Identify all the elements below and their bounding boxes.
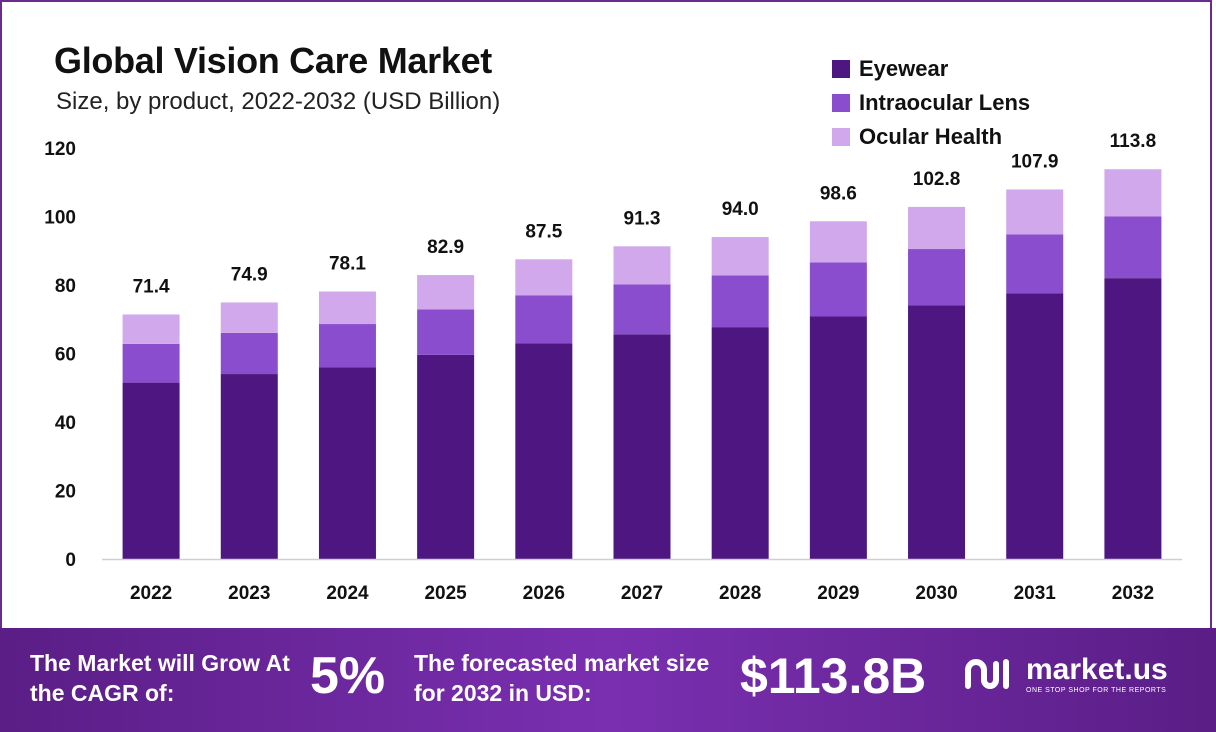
x-tick-label: 2029	[817, 583, 859, 604]
bar-segment-eyewear	[417, 354, 475, 559]
bar-segment-intraocular-lens	[711, 275, 769, 328]
legend-label: Ocular Health	[859, 124, 1003, 149]
x-tick-label: 2027	[621, 583, 663, 604]
y-tick-label: 100	[44, 208, 76, 229]
legend-swatch-intraocular-lens	[832, 94, 850, 112]
bar-segment-eyewear	[122, 382, 180, 559]
bar-segment-ocular-health	[613, 246, 671, 285]
legend-item-eyewear: Eyewear	[832, 52, 1030, 86]
x-tick-label: 2024	[326, 583, 369, 604]
bar-segment-intraocular-lens	[515, 295, 573, 344]
cagr-value: 5%	[310, 647, 386, 705]
y-tick-label: 60	[55, 345, 76, 366]
y-tick-label: 120	[44, 139, 76, 160]
bar-segment-ocular-health	[515, 259, 573, 296]
x-tick-label: 2032	[1112, 583, 1154, 604]
bar-segment-eyewear	[220, 374, 278, 559]
bar-segment-intraocular-lens	[1006, 234, 1064, 294]
y-tick-label: 20	[55, 482, 76, 503]
bar-segment-ocular-health	[1006, 189, 1064, 235]
bar-segment-ocular-health	[122, 314, 180, 344]
bar-segment-eyewear	[318, 367, 376, 559]
bar-segment-intraocular-lens	[122, 343, 180, 383]
bar-segment-ocular-health	[417, 275, 475, 310]
bar-segment-ocular-health	[711, 237, 769, 276]
bar-segment-eyewear	[1006, 293, 1064, 559]
bar-segment-intraocular-lens	[417, 309, 475, 355]
bar-segment-intraocular-lens	[613, 284, 671, 335]
x-tick-label: 2030	[915, 583, 957, 604]
legend-swatch-eyewear	[832, 60, 850, 78]
bar-segment-eyewear	[1104, 278, 1162, 559]
cagr-label: The Market will Grow At the CAGR of:	[30, 650, 290, 706]
legend-swatch-ocular-health	[832, 128, 850, 146]
bar-segment-eyewear	[711, 327, 769, 559]
bar-total-label: 98.6	[820, 183, 857, 204]
brand: market.us ONE STOP SHOP FOR THE REPORTS	[962, 654, 1168, 694]
x-tick-label: 2023	[228, 583, 270, 604]
chart-title: Global Vision Care Market	[54, 40, 492, 81]
legend-item-ocular-health: Ocular Health	[832, 120, 1030, 154]
legend-label: Intraocular Lens	[859, 90, 1031, 115]
legend-label: Eyewear	[859, 56, 949, 81]
x-tick-label: 2022	[130, 583, 172, 604]
bar-segment-intraocular-lens	[908, 249, 966, 306]
bar-segment-ocular-health	[220, 302, 278, 333]
bar-total-label: 102.8	[913, 169, 961, 190]
chart-subtitle: Size, by product, 2022-2032 (USD Billion…	[56, 88, 501, 115]
bar-segment-intraocular-lens	[1104, 216, 1162, 279]
bar-total-label: 82.9	[427, 237, 464, 258]
bar-segment-eyewear	[908, 305, 966, 559]
x-tick-label: 2026	[523, 583, 565, 604]
bar-segment-ocular-health	[809, 221, 867, 263]
stacked-bar-chart: 0 20 40 60 80 100 120 71.4 2022 74.9 2023 78.1 2024 8…	[44, 131, 1182, 604]
y-tick-label: 0	[65, 550, 76, 571]
bar-total-label: 94.0	[722, 199, 759, 220]
bar-total-label: 107.9	[1011, 151, 1059, 172]
bar-segment-ocular-health	[1104, 169, 1162, 217]
bar-total-label: 71.4	[133, 276, 170, 297]
bar-total-label: 78.1	[329, 254, 366, 275]
bar-segment-intraocular-lens	[220, 332, 278, 375]
bar-total-label: 87.5	[525, 221, 562, 242]
brand-text: market.us ONE STOP SHOP FOR THE REPORTS	[1026, 652, 1168, 694]
forecast-value: $113.8B	[740, 648, 927, 704]
legend-item-intraocular-lens: Intraocular Lens	[832, 86, 1030, 120]
bar-segment-eyewear	[809, 316, 867, 559]
bar-total-label: 113.8	[1110, 131, 1157, 152]
bar-total-label: 74.9	[231, 264, 268, 285]
footer-banner: The Market will Grow At the CAGR of: 5% …	[0, 628, 1216, 732]
bar-segment-intraocular-lens	[809, 262, 867, 317]
y-tick-label: 40	[55, 413, 76, 434]
brand-name: market.us	[1026, 652, 1168, 686]
x-tick-label: 2028	[719, 583, 761, 604]
x-tick-label: 2031	[1014, 583, 1057, 604]
bar-segment-eyewear	[515, 343, 573, 559]
y-tick-label: 80	[55, 276, 76, 297]
forecast-label: The forecasted market size for 2032 in U…	[414, 650, 710, 706]
bar-segment-eyewear	[613, 334, 671, 559]
bar-segment-intraocular-lens	[318, 324, 376, 368]
bar-total-label: 91.3	[624, 208, 661, 229]
legend: Eyewear Intraocular Lens Ocular Health	[832, 52, 1030, 154]
bar-segment-ocular-health	[908, 206, 966, 250]
market-us-logo-icon	[965, 659, 1009, 689]
brand-tagline: ONE STOP SHOP FOR THE REPORTS	[1026, 686, 1167, 694]
bar-segment-ocular-health	[318, 291, 376, 325]
x-tick-label: 2025	[424, 583, 467, 604]
